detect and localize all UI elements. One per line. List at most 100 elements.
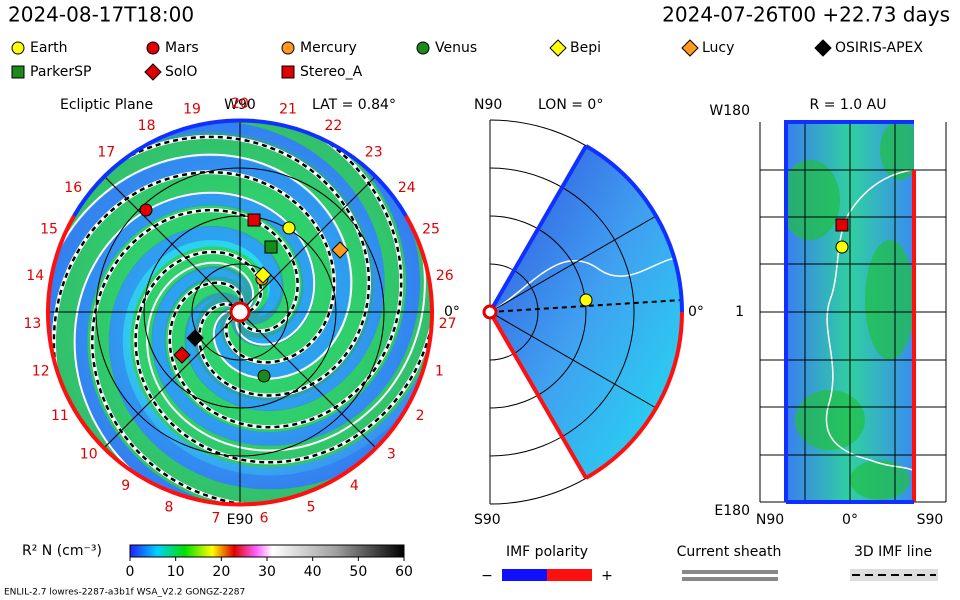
legend-label: OSIRIS-APEX bbox=[835, 40, 923, 56]
earth-marker bbox=[835, 240, 849, 254]
border-in bbox=[46, 214, 434, 507]
longitude-label: 25 bbox=[422, 222, 440, 238]
imf-minus: − bbox=[481, 568, 493, 584]
border-in bbox=[584, 311, 684, 480]
longitude-label: 6 bbox=[260, 511, 269, 527]
density-band bbox=[151, 120, 421, 446]
x-label: N90 bbox=[756, 512, 784, 528]
stereo-marker bbox=[835, 218, 849, 232]
legend-label: Bepi bbox=[570, 40, 601, 56]
legend-label: Mars bbox=[165, 40, 199, 56]
longitude-label: 27 bbox=[439, 316, 457, 332]
density-band bbox=[51, 170, 337, 503]
body-marker bbox=[139, 203, 153, 217]
sun bbox=[482, 304, 498, 320]
longitude-label: 14 bbox=[26, 268, 44, 284]
reference-time: 2024-07-26T00 +22.73 days bbox=[662, 3, 950, 27]
longitude-label: 13 bbox=[23, 316, 41, 332]
legend-marker bbox=[416, 41, 430, 55]
ecliptic-panel: Ecliptic Plane W90 LAT = 0.84° 0° E90 12… bbox=[23, 96, 459, 528]
bottom-label: E90 bbox=[227, 512, 254, 528]
meridional-panel: N90 LON = 0° 0° S90 bbox=[474, 97, 704, 528]
imf-line-bg bbox=[133, 227, 432, 465]
longitude-label: 18 bbox=[138, 118, 156, 134]
longitude-label: 4 bbox=[350, 478, 359, 494]
radial-panel: R = 1.0 AU W180 1 E180 N90 0° S90 bbox=[709, 97, 947, 528]
imf-line-bg bbox=[167, 120, 404, 430]
body-marker bbox=[331, 241, 349, 259]
body-marker bbox=[264, 240, 278, 254]
lon-label: LON = 0° bbox=[538, 97, 603, 113]
body-marker bbox=[282, 221, 296, 235]
border-out bbox=[72, 118, 408, 218]
colorbar: R² N (cm⁻³) 0 10 20 30 40 50 60 bbox=[22, 543, 413, 580]
longitude-label: 21 bbox=[279, 102, 297, 118]
sheath-swatch bbox=[682, 570, 778, 574]
legend-label: Venus bbox=[435, 40, 477, 56]
longitude-label: 20 bbox=[231, 96, 249, 112]
top-label: W90 bbox=[224, 97, 256, 113]
imf-title: IMF polarity bbox=[506, 544, 588, 560]
x-label: S90 bbox=[917, 512, 944, 528]
body-marker bbox=[186, 329, 204, 347]
imf-line-key: 3D IMF line bbox=[850, 544, 938, 581]
sheath-line bbox=[825, 169, 913, 471]
panel-title: Ecliptic Plane bbox=[60, 97, 153, 113]
imf-polarity: IMF polarity − + bbox=[481, 544, 613, 584]
bottom-label: E180 bbox=[714, 503, 750, 519]
top-label: W180 bbox=[709, 103, 750, 119]
sheath-line bbox=[146, 160, 426, 452]
legend-label: SolO bbox=[165, 64, 197, 80]
x-label: 0° bbox=[842, 512, 858, 528]
sheath-title: Current sheath bbox=[677, 544, 782, 560]
longitude-label: 26 bbox=[436, 268, 454, 284]
colorbar-ticks: 0 10 20 30 40 50 60 bbox=[126, 557, 413, 580]
longitude-label: 1 bbox=[435, 364, 444, 380]
colorbar-tick-label: 50 bbox=[349, 564, 367, 580]
longitude-label: 10 bbox=[80, 447, 98, 463]
colorbar-tick-label: 0 bbox=[126, 564, 135, 580]
imf-line-bg bbox=[49, 134, 371, 398]
colorbar-tick-label: 60 bbox=[395, 564, 413, 580]
imf-plus: + bbox=[601, 568, 613, 584]
legend: Earth Mars Mercury Venus Bepi Lucy OSIRIS-APEX… bbox=[11, 39, 923, 81]
longitude-label: 5 bbox=[307, 500, 316, 516]
longitude-label: 8 bbox=[164, 500, 173, 516]
longitude-label: 9 bbox=[121, 478, 130, 494]
sheath-line bbox=[490, 257, 682, 313]
legend-marker bbox=[281, 65, 295, 79]
sheath-swatch bbox=[682, 577, 778, 581]
right-label: 0° bbox=[444, 304, 460, 320]
bottom-label: S90 bbox=[474, 512, 501, 528]
longitude-label: 24 bbox=[398, 180, 416, 196]
radial-texture bbox=[786, 122, 914, 500]
imf-negative bbox=[502, 569, 547, 581]
legend-marker bbox=[549, 39, 567, 57]
sheath-line bbox=[73, 191, 316, 504]
sheath-line bbox=[48, 153, 353, 380]
colorbar-tick-label: 10 bbox=[167, 564, 185, 580]
panel-title: R = 1.0 AU bbox=[810, 97, 887, 113]
legend-label: Mercury bbox=[300, 40, 357, 56]
longitude-label: 16 bbox=[64, 180, 82, 196]
current-sheath-key: Current sheath bbox=[677, 544, 782, 581]
body-marker bbox=[173, 346, 191, 364]
legend-marker bbox=[146, 41, 160, 55]
border-out bbox=[584, 144, 684, 313]
body-marker bbox=[254, 266, 272, 284]
footer: ENLIL-2.7 lowres-2287-a3b1f WSA_V2.2 GON… bbox=[4, 588, 245, 598]
body-marker bbox=[257, 369, 271, 383]
longitude-label: 22 bbox=[324, 118, 342, 134]
density-band bbox=[73, 191, 316, 504]
longitude-label: 12 bbox=[32, 364, 50, 380]
imf-line-bg bbox=[90, 208, 341, 504]
timestamp: 2024-08-17T18:00 bbox=[8, 3, 194, 27]
longitude-label: 23 bbox=[365, 145, 383, 161]
top-label: N90 bbox=[474, 97, 502, 113]
legend-marker bbox=[281, 41, 295, 55]
legend-marker bbox=[11, 41, 25, 55]
mid-label: 1 bbox=[735, 304, 744, 320]
border-in bbox=[488, 310, 588, 480]
